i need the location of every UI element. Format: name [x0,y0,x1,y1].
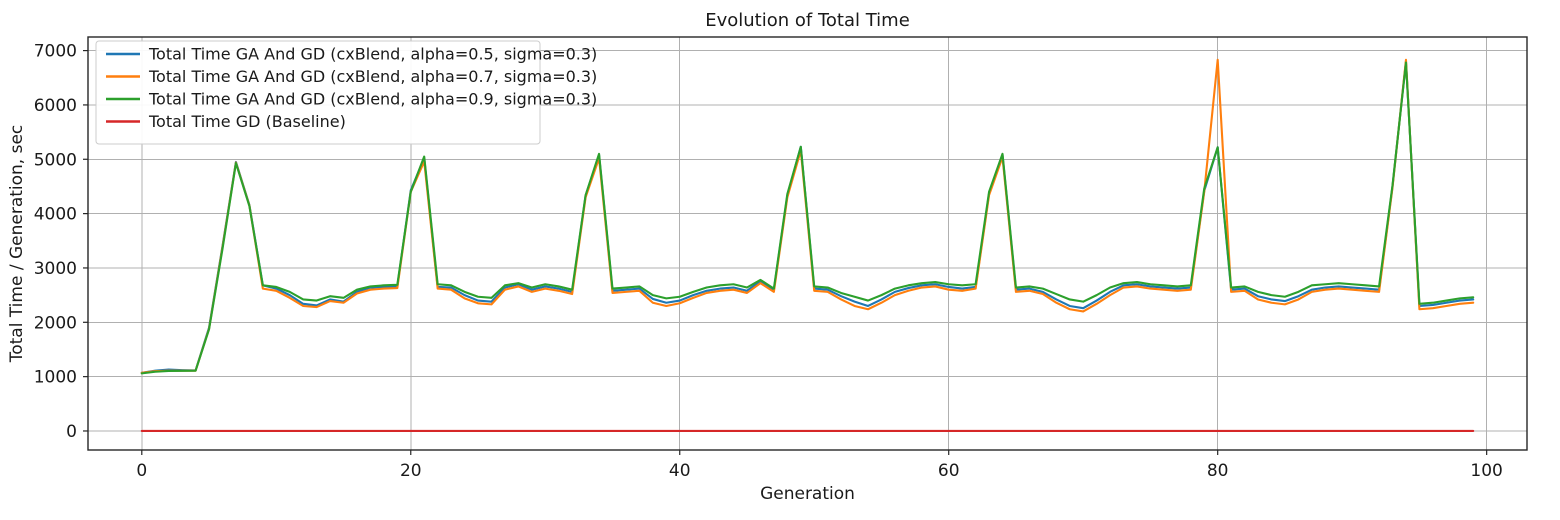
x-tick-label: 0 [136,461,147,481]
x-axis-label: Generation [760,484,855,504]
y-axis-label: Total Time / Generation, sec [7,125,27,364]
series-line-2 [140,61,1475,375]
legend-box [95,40,541,145]
y-tick-label: 5000 [34,150,77,170]
x-tick-label: 100 [1470,461,1502,481]
axis-frame [87,36,1528,451]
x-tick-label: 80 [1207,461,1229,481]
y-tick-label: 2000 [34,313,77,333]
legend-label-1: Total Time GA And GD (cxBlend, alpha=0.7… [148,67,597,86]
y-tick-label: 3000 [34,259,77,279]
x-tick-label: 20 [400,461,422,481]
y-tick-label: 6000 [34,96,77,116]
y-tick-label: 1000 [34,368,77,388]
chart-title: Evolution of Total Time [705,10,910,31]
series-group [140,58,1475,433]
y-tick-label: 0 [66,422,77,442]
legend-label-0: Total Time GA And GD (cxBlend, alpha=0.5… [148,45,597,64]
ticks-group: 0 1000 2000 3000 4000 5000 6000 7000 0 20 40 60 80 10… [34,42,1503,481]
x-tick-label: 60 [938,461,960,481]
legend-label-3: Total Time GD (Baseline) [148,112,346,131]
legend[interactable]: Total Time GA And GD (cxBlend, alpha=0.5… [95,40,597,145]
x-tick-label: 40 [669,461,691,481]
legend-label-2: Total Time GA And GD (cxBlend, alpha=0.9… [148,90,597,109]
y-tick-label: 4000 [34,205,77,225]
y-tick-label: 7000 [34,42,77,62]
